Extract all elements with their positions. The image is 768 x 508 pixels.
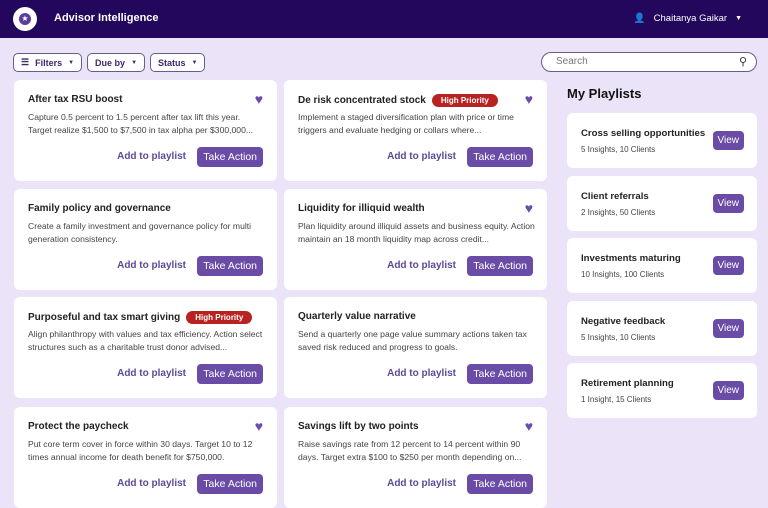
view-button[interactable]: View — [712, 318, 744, 338]
status-dropdown[interactable]: Status ▼ — [150, 53, 206, 72]
star-icon: ★ — [19, 13, 31, 25]
take-action-button[interactable]: Take Action — [197, 364, 263, 384]
insight-card: After tax RSU boost ♥ Capture 0.5 percen… — [14, 80, 277, 181]
card-title: Protect the paycheck — [28, 421, 129, 432]
card-description: Align philanthropy with values and tax e… — [28, 329, 263, 352]
insight-card: Savings lift by two points ♥ Raise savin… — [284, 407, 547, 508]
search-placeholder: Search — [556, 56, 588, 67]
playlist-summary: 10 Insights, 100 Clients — [581, 270, 665, 279]
filters-label: Filters — [35, 57, 63, 68]
card-title: Quarterly value narrative — [298, 311, 416, 322]
filter-icon: ☰ — [21, 57, 30, 67]
card-title: De risk concentrated stock — [298, 95, 426, 106]
card-title: Purposeful and tax smart giving — [28, 312, 181, 323]
card-title: Liquidity for illiquid wealth — [298, 203, 425, 214]
add-to-playlist-button[interactable]: Add to playlist — [117, 368, 186, 379]
insight-card: Purposeful and tax smart giving High Prio… — [14, 297, 277, 398]
search-icon[interactable]: ⚲ — [738, 56, 747, 68]
heart-icon[interactable]: ♥ — [524, 418, 533, 434]
add-to-playlist-button[interactable]: Add to playlist — [117, 260, 186, 271]
view-button[interactable]: View — [712, 256, 744, 275]
add-to-playlist-button[interactable]: Add to playlist — [387, 260, 456, 271]
insight-card: Protect the paycheck ♥ Put core term cov… — [14, 407, 277, 508]
heart-icon[interactable]: ♥ — [524, 91, 533, 107]
status-label: Status — [158, 57, 186, 68]
due-by-label: Due by — [95, 57, 126, 68]
search-input[interactable]: Search ⚲ — [541, 52, 757, 72]
playlist-title: Negative feedback — [581, 315, 666, 327]
priority-badge: High Priority — [186, 311, 253, 324]
user-menu[interactable]: 👤 Chaitanya Gaikar ▼ — [634, 13, 742, 24]
priority-badge: High Priority — [431, 94, 498, 107]
app-title: Advisor Intelligence — [54, 12, 159, 24]
view-button[interactable]: View — [712, 381, 744, 400]
playlists-heading: My Playlists — [567, 86, 642, 101]
card-description: Send a quarterly one page value summary … — [298, 329, 527, 352]
filters-button[interactable]: ☰ Filters ▼ — [13, 53, 83, 72]
card-title: Savings lift by two points — [298, 421, 419, 432]
take-action-button[interactable]: Take Action — [467, 256, 533, 276]
card-title: After tax RSU boost — [28, 94, 123, 105]
insight-card: Quarterly value narrative Send a quarter… — [284, 297, 547, 398]
playlist-summary: 2 Insights, 50 Clients — [581, 207, 656, 217]
add-to-playlist-button[interactable]: Add to playlist — [117, 151, 186, 162]
playlist-title: Investments maturing — [581, 253, 681, 264]
playlist-card: Retirement planning 1 Insight, 15 Client… — [567, 363, 757, 418]
add-to-playlist-button[interactable]: Add to playlist — [387, 151, 456, 162]
card-description: Put core term cover in force within 30 d… — [28, 439, 253, 462]
add-to-playlist-button[interactable]: Add to playlist — [387, 368, 456, 379]
take-action-button[interactable]: Take Action — [197, 147, 263, 167]
top-bar: ★ Advisor Intelligence 👤 Chaitanya Gaika… — [0, 0, 768, 38]
playlist-summary: 5 Insights, 10 Clients — [581, 332, 656, 342]
heart-icon[interactable]: ♥ — [254, 418, 263, 434]
take-action-button[interactable]: Take Action — [467, 474, 533, 494]
take-action-button[interactable]: Take Action — [197, 256, 263, 276]
caret-down-icon: ▼ — [191, 59, 198, 66]
card-description: Capture 0.5 percent to 1.5 percent after… — [28, 112, 254, 135]
view-button[interactable]: View — [712, 131, 744, 150]
user-name: Chaitanya Gaikar — [653, 13, 728, 24]
insight-card: De risk concentrated stock High Priority … — [284, 80, 547, 181]
playlist-title: Cross selling opportunities — [581, 128, 706, 139]
card-description: Raise savings rate from 12 percent to 14… — [298, 439, 522, 462]
insight-card: Liquidity for illiquid wealth ♥ Plan liq… — [284, 189, 547, 290]
card-description: Implement a staged diversification plan … — [298, 112, 514, 135]
logo[interactable]: ★ — [13, 7, 37, 31]
playlist-card: Negative feedback 5 Insights, 10 Clients… — [567, 300, 757, 356]
view-button[interactable]: View — [712, 193, 744, 213]
take-action-button[interactable]: Take Action — [467, 364, 533, 384]
playlist-card: Cross selling opportunities 5 Insights, … — [567, 113, 757, 168]
heart-icon[interactable]: ♥ — [254, 91, 263, 107]
playlist-card: Client referrals 2 Insights, 50 Clients … — [567, 175, 757, 231]
take-action-button[interactable]: Take Action — [197, 474, 263, 494]
caret-down-icon: ▼ — [131, 59, 138, 66]
caret-down-icon: ▼ — [735, 15, 742, 22]
card-description: Create a family investment and governanc… — [28, 221, 252, 244]
insight-card: Family policy and governance Create a fa… — [14, 189, 277, 290]
playlist-title: Retirement planning — [581, 378, 674, 389]
add-to-playlist-button[interactable]: Add to playlist — [387, 478, 456, 489]
user-icon: 👤 — [633, 13, 646, 24]
card-description: Plan liquidity around illiquid assets an… — [298, 221, 535, 244]
playlist-card: Investments maturing 10 Insights, 100 Cl… — [567, 238, 757, 293]
due-by-dropdown[interactable]: Due by ▼ — [87, 53, 146, 72]
playlist-summary: 5 Insights, 10 Clients — [581, 145, 656, 154]
playlist-summary: 1 Insight, 15 Clients — [581, 395, 652, 404]
take-action-button[interactable]: Take Action — [467, 147, 533, 167]
add-to-playlist-button[interactable]: Add to playlist — [117, 478, 186, 489]
playlist-title: Client referrals — [581, 190, 649, 202]
heart-icon[interactable]: ♥ — [524, 200, 533, 216]
caret-down-icon: ▼ — [68, 59, 75, 66]
card-title: Family policy and governance — [28, 203, 171, 214]
